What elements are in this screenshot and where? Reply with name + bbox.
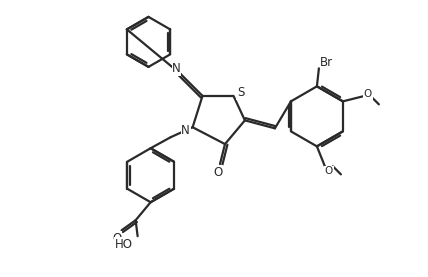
Text: HO: HO	[115, 238, 133, 251]
Text: Br: Br	[320, 56, 333, 69]
Text: N: N	[172, 62, 181, 75]
Text: O: O	[214, 166, 223, 179]
Text: O: O	[364, 89, 372, 99]
Text: N: N	[181, 124, 190, 137]
Text: O: O	[325, 166, 333, 176]
Text: O: O	[112, 232, 121, 245]
Text: S: S	[237, 86, 244, 99]
